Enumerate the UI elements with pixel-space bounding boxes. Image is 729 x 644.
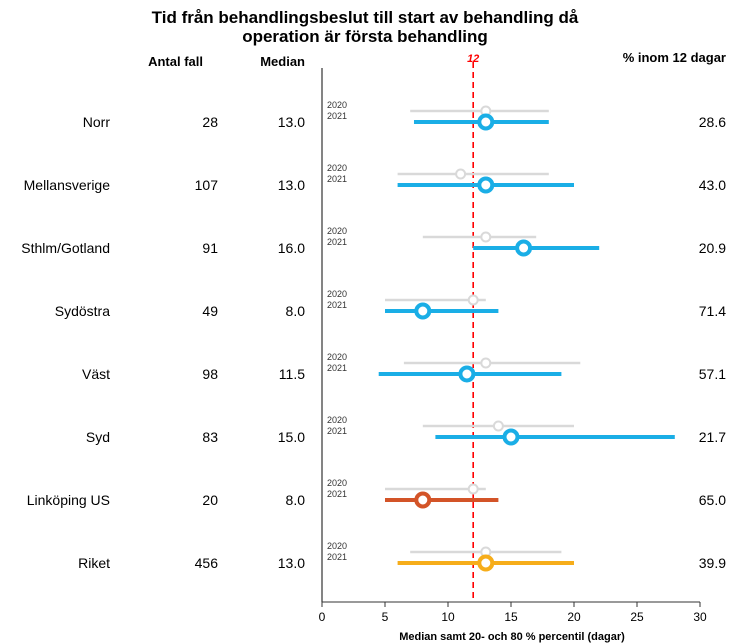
reference-line-label: 12 bbox=[467, 53, 479, 65]
median-marker-2020 bbox=[492, 420, 504, 432]
column-header-median: Median bbox=[260, 54, 305, 69]
antal-fall-value: 83 bbox=[202, 429, 218, 445]
row-label: Väst bbox=[82, 366, 110, 382]
year-label-2020: 2020 bbox=[327, 478, 347, 488]
antal-fall-value: 107 bbox=[195, 177, 219, 193]
x-tick-label: 0 bbox=[319, 610, 326, 624]
antal-fall-value: 49 bbox=[202, 303, 218, 319]
median-value: 8.0 bbox=[286, 303, 306, 319]
antal-fall-value: 20 bbox=[202, 492, 218, 508]
row-label: Norr bbox=[83, 114, 111, 130]
year-label-2021: 2021 bbox=[327, 363, 347, 373]
x-tick-label: 5 bbox=[382, 610, 389, 624]
x-axis-label: Median samt 20- och 80 % percentil (daga… bbox=[399, 631, 625, 643]
row-label: Riket bbox=[78, 555, 110, 571]
median-marker-2021 bbox=[414, 491, 432, 509]
median-marker-2020 bbox=[480, 231, 492, 243]
row-label: Sthlm/Gotland bbox=[21, 240, 110, 256]
median-marker-2021 bbox=[477, 554, 495, 572]
antal-fall-value: 98 bbox=[202, 366, 218, 382]
median-value: 8.0 bbox=[286, 492, 306, 508]
column-header-antal: Antal fall bbox=[148, 54, 203, 69]
year-label-2021: 2021 bbox=[327, 300, 347, 310]
row-label: Sydöstra bbox=[55, 303, 110, 319]
row-label: Mellansverige bbox=[24, 177, 111, 193]
percent-within-12-value: 71.4 bbox=[699, 303, 726, 319]
chart-title-line2: operation är första behandling bbox=[242, 27, 488, 46]
x-tick-label: 20 bbox=[567, 610, 581, 624]
year-label-2020: 2020 bbox=[327, 226, 347, 236]
x-tick-label: 15 bbox=[504, 610, 518, 624]
x-tick-label: 25 bbox=[630, 610, 644, 624]
median-marker-2021 bbox=[477, 176, 495, 194]
median-value: 15.0 bbox=[278, 429, 305, 445]
column-header-percent: % inom 12 dagar bbox=[623, 50, 726, 65]
median-marker-2020 bbox=[455, 168, 467, 180]
year-label-2021: 2021 bbox=[327, 174, 347, 184]
median-marker-2021 bbox=[477, 113, 495, 131]
percent-within-12-value: 57.1 bbox=[699, 366, 726, 382]
percent-within-12-value: 39.9 bbox=[699, 555, 726, 571]
year-label-2020: 2020 bbox=[327, 100, 347, 110]
x-tick-label: 10 bbox=[441, 610, 455, 624]
row-label: Linköping US bbox=[27, 492, 110, 508]
year-label-2020: 2020 bbox=[327, 352, 347, 362]
year-label-2021: 2021 bbox=[327, 237, 347, 247]
year-label-2021: 2021 bbox=[327, 111, 347, 121]
x-tick-label: 30 bbox=[693, 610, 707, 624]
chart-title-line1: Tid från behandlingsbeslut till start av… bbox=[152, 8, 579, 27]
median-marker-2021 bbox=[458, 365, 476, 383]
year-label-2020: 2020 bbox=[327, 541, 347, 551]
year-label-2020: 2020 bbox=[327, 415, 347, 425]
median-marker-2021 bbox=[502, 428, 520, 446]
antal-fall-value: 28 bbox=[202, 114, 218, 130]
antal-fall-value: 456 bbox=[195, 555, 219, 571]
median-value: 13.0 bbox=[278, 177, 305, 193]
median-marker-2020 bbox=[467, 294, 479, 306]
row-label: Syd bbox=[86, 429, 110, 445]
median-value: 16.0 bbox=[278, 240, 305, 256]
year-label-2020: 2020 bbox=[327, 289, 347, 299]
median-value: 13.0 bbox=[278, 555, 305, 571]
antal-fall-value: 91 bbox=[202, 240, 218, 256]
median-marker-2021 bbox=[515, 239, 533, 257]
year-label-2021: 2021 bbox=[327, 552, 347, 562]
percent-within-12-value: 21.7 bbox=[699, 429, 726, 445]
percent-within-12-value: 65.0 bbox=[699, 492, 726, 508]
percent-within-12-value: 28.6 bbox=[699, 114, 726, 130]
year-label-2021: 2021 bbox=[327, 426, 347, 436]
percent-within-12-value: 20.9 bbox=[699, 240, 726, 256]
year-label-2021: 2021 bbox=[327, 489, 347, 499]
median-marker-2020 bbox=[480, 357, 492, 369]
median-marker-2020 bbox=[467, 483, 479, 495]
median-value: 11.5 bbox=[279, 366, 305, 382]
median-value: 13.0 bbox=[278, 114, 305, 130]
median-marker-2021 bbox=[414, 302, 432, 320]
percent-within-12-value: 43.0 bbox=[699, 177, 726, 193]
year-label-2020: 2020 bbox=[327, 163, 347, 173]
